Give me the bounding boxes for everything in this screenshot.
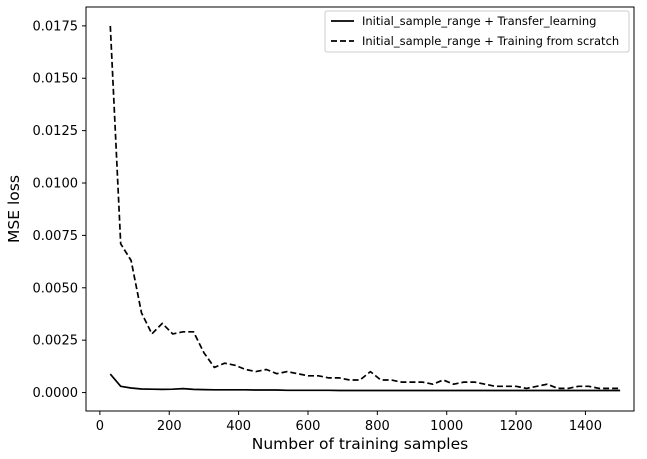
plot-lines [109,25,621,392]
tick-labels: 0 200 400 600 800 1000 1200 1400 0.0000 0.0025 0.0… [33,19,602,434]
legend: Initial_sample_range + Transfer_learning… [324,10,630,53]
y-tick-label: 0.0125 [33,124,79,139]
y-tick-label: 0.0100 [33,177,79,192]
legend-frame [324,10,630,53]
x-axis-label: Number of training samples [252,435,468,453]
plot-frame [85,6,635,412]
series-line-transfer-learning [109,373,621,392]
series-line-training-from-scratch [109,25,621,390]
x-tick-label: 0 [96,419,104,434]
legend-label-transfer-learning: Initial_sample_range + Transfer_learning [362,14,596,28]
x-tick-label: 1400 [569,419,602,434]
y-tick-label: 0.0025 [33,334,79,349]
x-tick-label: 1200 [500,419,533,434]
x-tick-label: 1000 [430,419,463,434]
y-tick-label: 0.0175 [33,19,79,34]
legend-label-training-from-scratch: Initial_sample_range + Training from scr… [362,34,619,48]
tick-marks [82,25,586,415]
y-tick-label: 0.0075 [33,229,79,244]
y-tick-label: 0.0150 [33,72,79,87]
y-tick-label: 0.0000 [33,386,79,401]
x-tick-label: 800 [365,419,390,434]
x-tick-label: 200 [157,419,182,434]
y-tick-label: 0.0050 [33,281,79,296]
x-tick-label: 600 [296,419,321,434]
y-axis-label: MSE loss [5,175,23,243]
x-tick-label: 400 [226,419,251,434]
